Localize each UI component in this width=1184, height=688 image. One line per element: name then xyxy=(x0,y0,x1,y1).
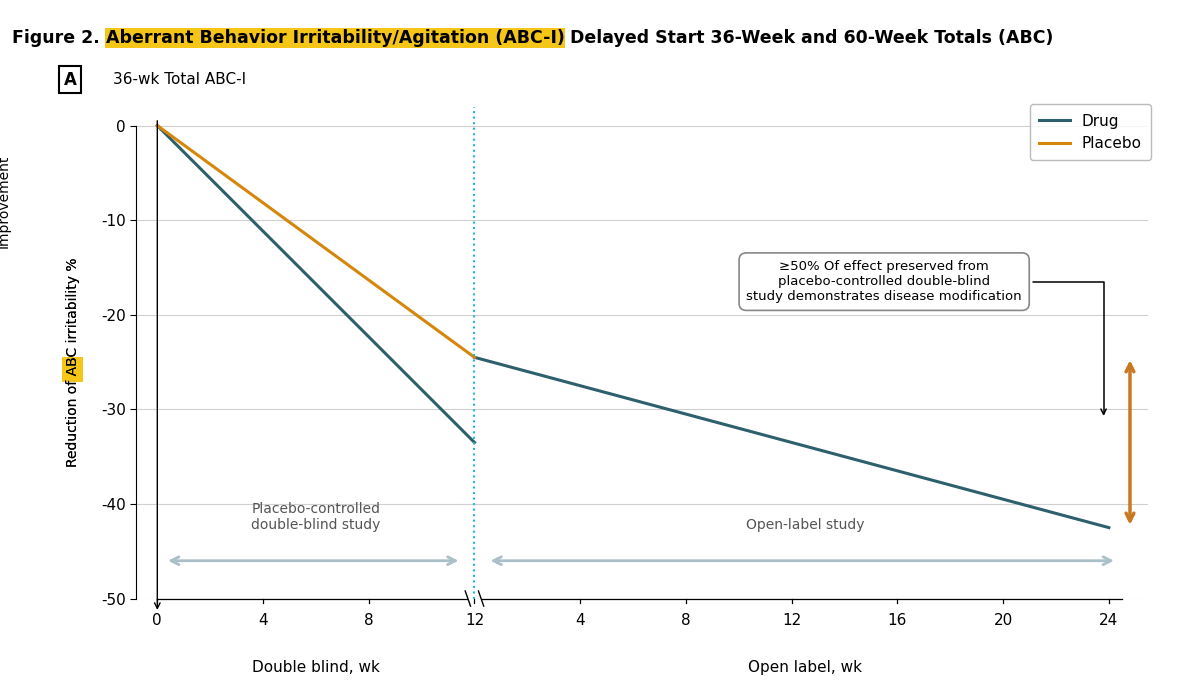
Text: 36-wk Total ABC-I: 36-wk Total ABC-I xyxy=(112,72,246,87)
Text: Reduction of ABC irritability %: Reduction of ABC irritability % xyxy=(66,257,79,467)
Text: Reduction of ABC irritability %: Reduction of ABC irritability % xyxy=(66,257,79,467)
Text: Double blind, wk: Double blind, wk xyxy=(252,660,380,675)
Text: Improvement: Improvement xyxy=(0,155,11,248)
Placebo xyxy=(150,121,165,129)
Text: 8: 8 xyxy=(681,613,690,627)
Text: 0: 0 xyxy=(153,613,162,627)
Bar xyxy=(62,357,83,383)
Text: 4: 4 xyxy=(575,613,585,627)
Drug xyxy=(150,121,165,129)
Text: Open label, wk: Open label, wk xyxy=(748,660,862,675)
Text: Placebo-controlled
double-blind study: Placebo-controlled double-blind study xyxy=(251,502,380,533)
Placebo xyxy=(468,353,482,361)
Text: 12: 12 xyxy=(783,613,802,627)
Drug xyxy=(468,438,482,447)
Text: Aberrant Behavior Irritability/Agitation (ABC-I): Aberrant Behavior Irritability/Agitation… xyxy=(105,29,565,47)
Text: 4: 4 xyxy=(258,613,268,627)
Line: Placebo: Placebo xyxy=(157,125,475,357)
Text: 12: 12 xyxy=(465,613,484,627)
Text: Figure 2.: Figure 2. xyxy=(12,29,105,47)
Text: ≥50% Of effect preserved from
placebo-controlled double-blind
study demonstrates: ≥50% Of effect preserved from placebo-co… xyxy=(746,260,1106,414)
Text: Delayed Start 36-Week and 60-Week Totals (ABC): Delayed Start 36-Week and 60-Week Totals… xyxy=(565,29,1054,47)
Legend: Drug, Placebo: Drug, Placebo xyxy=(1030,105,1151,160)
Line: Drug: Drug xyxy=(157,125,475,442)
Text: 8: 8 xyxy=(363,613,374,627)
Text: A: A xyxy=(64,71,77,89)
Text: 16: 16 xyxy=(888,613,907,627)
Text: 24: 24 xyxy=(1099,613,1119,627)
Text: 20: 20 xyxy=(993,613,1012,627)
Text: Open-label study: Open-label study xyxy=(746,518,864,533)
